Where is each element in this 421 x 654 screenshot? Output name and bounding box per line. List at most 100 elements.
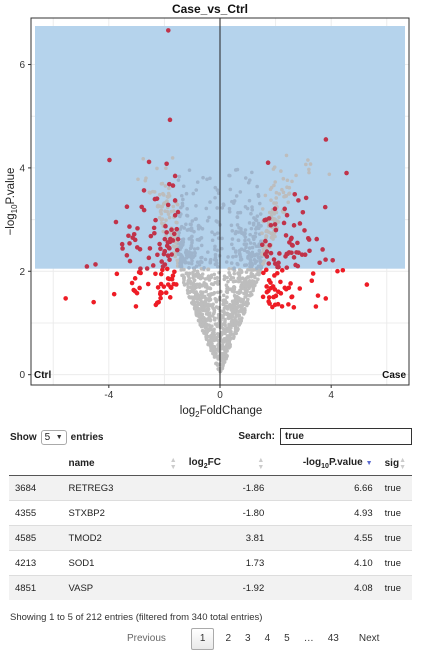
nonsignificant-point [306,158,310,162]
significant-point [314,236,320,242]
nonsignificant-point [196,273,201,277]
column-header-sig[interactable]: sig ▲ ▼ [378,452,412,476]
column-header-pvalue[interactable]: -log10P.value ▼ [270,452,379,476]
nonsignificant-point [197,318,202,323]
nonsignificant-point [263,193,268,198]
table-row[interactable]: 4585 TMOD2 3.81 4.55 true [9,525,412,551]
significant-point [270,284,276,289]
nonsignificant-point [227,322,231,327]
page-button[interactable]: 2 [225,633,232,644]
significant-point [155,252,160,258]
table-row[interactable]: 4851 VASP -1.92 4.08 true [9,575,412,600]
nonsignificant-point [255,252,259,256]
nonsignificant-point [229,261,234,265]
nonsignificant-point [181,197,185,202]
entries-length-select[interactable]: 5 ▼ [40,430,67,445]
nonsignificant-point [250,205,254,209]
nonsignificant-point [181,273,185,278]
nonsignificant-point [221,360,226,365]
nonsignificant-point [236,230,241,234]
significant-point [297,221,303,226]
nonsignificant-point [190,287,194,291]
nonsignificant-point [239,308,243,312]
volcano-plot-svg: -4 0 4 0 2 4 6 Ctrl Case Case_vs_Ctrl log2FoldChan… [5,2,410,418]
nonsignificant-point [247,221,252,225]
nonsignificant-point [185,213,189,218]
table-row[interactable]: 4355 STXBP2 -1.80 4.93 true [9,500,412,526]
column-header-index[interactable] [9,452,63,476]
table-row[interactable]: 3684 RETREG3 -1.86 6.66 true [9,475,412,501]
nonsignificant-point [230,229,235,233]
log2fc-cell: 1.73 [182,550,271,576]
significant-point [165,253,171,259]
significant-point [284,265,290,270]
nonsignificant-point [182,276,186,281]
nonsignificant-point [281,176,286,181]
nonsignificant-point [226,316,231,320]
nonsignificant-point [212,318,217,322]
nonsignificant-point [227,303,232,308]
page-button-current[interactable]: 1 [190,628,215,650]
page-button[interactable]: 43 [327,633,339,644]
nonsignificant-point [277,215,281,220]
gene-name-cell: VASP [62,575,183,600]
column-header-log2fc[interactable]: log2FC ▲ ▼ [182,452,271,476]
significant-point [93,262,98,267]
nonsignificant-point [269,198,273,202]
nonsignificant-point [216,343,221,347]
nonsignificant-point [243,287,247,292]
nonsignificant-point [166,195,170,199]
nonsignificant-point [197,302,202,306]
table-row[interactable]: 4213 SOD1 1.73 4.10 true [9,550,412,576]
column-header-name[interactable]: name ▲ ▼ [62,452,183,476]
significant-point [364,282,370,287]
search-input[interactable] [280,428,412,445]
page-button[interactable]: 4 [264,633,271,644]
nonsignificant-point [187,295,192,300]
nonsignificant-point [195,180,200,184]
nonsignificant-point [244,242,249,246]
significant-point [291,305,297,310]
significant-point [127,258,133,264]
significant-point [281,220,287,226]
nonsignificant-point [212,352,217,357]
nonsignificant-point [215,248,220,253]
nonsignificant-point [200,292,204,297]
log2fc-cell: -1.80 [182,500,271,526]
nonsignificant-point [225,335,230,340]
significant-point [278,279,283,285]
nonsignificant-point [227,270,231,275]
nonsignificant-point [250,279,255,283]
results-table: name ▲ ▼ log2FC ▲ ▼ -log10P.value ▼ sig [9,452,412,600]
nonsignificant-point [187,290,192,295]
sig-cell: true [378,550,412,576]
significant-point [145,281,151,287]
table-header-row: name ▲ ▼ log2FC ▲ ▼ -log10P.value ▼ sig [9,452,412,476]
previous-page-button[interactable]: Previous [127,633,166,644]
nonsignificant-point [221,302,225,307]
next-page-button[interactable]: Next [358,633,380,644]
nonsignificant-point [203,300,207,304]
nonsignificant-point [255,272,259,276]
page-button[interactable]: 5 [284,633,290,644]
nonsignificant-point [231,279,236,284]
nonsignificant-point [208,318,213,323]
nonsignificant-point [222,311,227,316]
pvalue-cell: 4.10 [270,550,379,576]
nonsignificant-point [231,276,236,280]
significant-point [63,296,68,301]
nonsignificant-point [204,297,209,301]
page-button[interactable]: 3 [245,633,251,644]
nonsignificant-point [203,325,207,330]
significant-point-sod1 [265,160,271,166]
nonsignificant-point [144,176,148,180]
nonsignificant-point [264,244,269,249]
significant-point [267,301,272,306]
nonsignificant-point [176,251,181,256]
significant-point-tmod2 [323,137,329,142]
significant-point [286,250,292,255]
nonsignificant-point [158,209,163,214]
significant-point [150,263,156,268]
significant-point [289,242,295,248]
significant-point [107,157,112,163]
